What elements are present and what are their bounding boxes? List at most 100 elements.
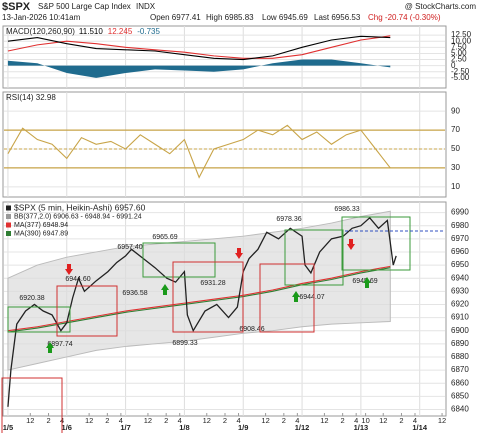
y-tick-label: 12.50 <box>451 30 472 39</box>
y-tick-label: 6940 <box>451 273 469 282</box>
panel-title: RSI(14) 32.98 <box>6 93 56 102</box>
legend-swatch <box>6 222 11 228</box>
y-tick-label: 6980 <box>451 221 469 230</box>
last: Last 6956.53 <box>314 13 361 22</box>
y-tick-label: -5.00 <box>451 73 470 82</box>
minor-x-tick-label: 4 <box>119 416 123 425</box>
minor-x-tick-label: 4 <box>413 416 417 425</box>
minor-x-tick-label: 12 <box>203 416 211 425</box>
y-tick-label: 6920 <box>451 300 469 309</box>
y-tick-label: 6970 <box>451 234 469 243</box>
y-tick-label: -2.50 <box>451 67 470 76</box>
legend-swatch <box>6 205 11 211</box>
legend-swatch <box>6 214 11 219</box>
minor-x-tick-label: 2 <box>46 416 50 425</box>
minor-x-tick-label: 2 <box>282 416 286 425</box>
x-tick-label: 1/13 <box>354 423 369 432</box>
minor-x-tick-label: 2 <box>341 416 345 425</box>
legend-entry: -0.735 <box>137 27 160 36</box>
minor-x-tick-label: 4 <box>178 416 182 425</box>
y-tick-label: 6900 <box>451 326 469 335</box>
minor-x-tick-label: 12 <box>261 416 269 425</box>
minor-x-tick-label: 12 <box>438 416 446 425</box>
series-line <box>7 265 391 332</box>
price-annotation: 6944.60 <box>65 276 90 283</box>
signal-arrows <box>46 239 371 353</box>
y-tick-label: 10 <box>451 182 460 191</box>
exchange: INDX <box>136 2 156 11</box>
minor-x-tick-label: 12 <box>379 416 387 425</box>
y-tick-label: 70 <box>451 125 460 134</box>
low: Low 6945.69 <box>262 13 308 22</box>
y-tick-label: 6990 <box>451 208 469 217</box>
legend-entry: BB(377,2.0) 6906.63 - 6948.94 - 6991.24 <box>14 213 142 220</box>
x-tick-label: 1/7 <box>120 423 130 432</box>
minor-x-tick-label: 2 <box>105 416 109 425</box>
x-tick-label: 1/9 <box>238 423 248 432</box>
y-tick-label: 2.50 <box>451 55 467 64</box>
bollinger-band <box>7 210 391 371</box>
minor-x-tick-label: 4 <box>295 416 299 425</box>
series-line <box>7 216 397 407</box>
legend-swatch <box>6 231 11 236</box>
y-tick-label: 6930 <box>451 286 469 295</box>
source: @ StockCharts.com <box>405 2 477 11</box>
histogram-area <box>7 59 391 78</box>
x-tick-label: 1/5 <box>3 423 13 432</box>
series-line <box>7 35 391 61</box>
minor-x-tick-label: 4 <box>236 416 240 425</box>
series-line <box>7 35 391 59</box>
minor-x-tick-label: 2 <box>223 416 227 425</box>
minor-x-tick-label: 12 <box>144 416 152 425</box>
date: 13-Jan-2026 10:41am <box>2 13 81 22</box>
price-annotation: 6920.38 <box>19 295 44 302</box>
panel-frame <box>2 91 447 198</box>
price-annotation: 6944.07 <box>299 294 324 301</box>
x-tick-label: 1/8 <box>179 423 189 432</box>
price-annotation: 6931.28 <box>200 280 225 287</box>
price-annotation: 6936.58 <box>122 290 147 297</box>
y-tick-label: 6950 <box>451 260 469 269</box>
y-tick-label: 6840 <box>451 405 469 414</box>
y-tick-label: 7.50 <box>451 42 467 51</box>
minor-x-tick-label: 12 <box>26 416 34 425</box>
legend-entry: $SPX (5 min, Heikin-Ashi) 6957.60 <box>14 202 146 212</box>
price-annotation: 6908.46 <box>239 326 264 333</box>
y-tick-label: 6960 <box>451 247 469 256</box>
price-annotation: 6978.36 <box>276 216 301 223</box>
price-annotation: 6957.40 <box>117 244 142 251</box>
symbol: $SPX <box>2 1 31 13</box>
minor-x-tick-label: 2 <box>164 416 168 425</box>
y-tick-label: 6850 <box>451 391 469 400</box>
y-tick-label: 90 <box>451 106 460 115</box>
minor-x-tick-label: 10 <box>361 416 369 425</box>
x-tick-label: 1/12 <box>295 423 310 432</box>
panel-frame <box>2 25 447 89</box>
y-tick-label: 6890 <box>451 339 469 348</box>
legend-entry: MA(377) 6948.94 <box>14 222 68 229</box>
index-name: S&P 500 Large Cap Index <box>38 2 131 11</box>
legend-entry: 12.245 <box>108 27 133 36</box>
y-tick-label: 6880 <box>451 352 469 361</box>
y-tick-label: 10.00 <box>451 36 472 45</box>
change: Chg -20.74 (-0.30%) <box>368 13 441 22</box>
minor-x-tick-label: 4 <box>354 416 358 425</box>
signal-boxes <box>1 216 445 433</box>
y-tick-label: 30 <box>451 163 460 172</box>
legend-entry: MA(390) 6947.89 <box>14 230 68 237</box>
y-tick-label: 6860 <box>451 378 469 387</box>
series-line <box>7 267 391 333</box>
high: High 6985.83 <box>206 13 254 22</box>
price-annotation: 6897.74 <box>47 341 72 348</box>
x-tick-label: 1/14 <box>412 423 427 432</box>
minor-x-tick-label: 12 <box>85 416 93 425</box>
minor-x-tick-label: 2 <box>399 416 403 425</box>
panel-title: MACD(120,260,90) <box>6 27 75 36</box>
open: Open 6977.41 <box>150 13 201 22</box>
price-annotation: 6965.69 <box>152 234 177 241</box>
y-tick-label: 6910 <box>451 313 469 322</box>
price-annotation: 6986.33 <box>334 206 359 213</box>
series-line <box>7 124 391 179</box>
